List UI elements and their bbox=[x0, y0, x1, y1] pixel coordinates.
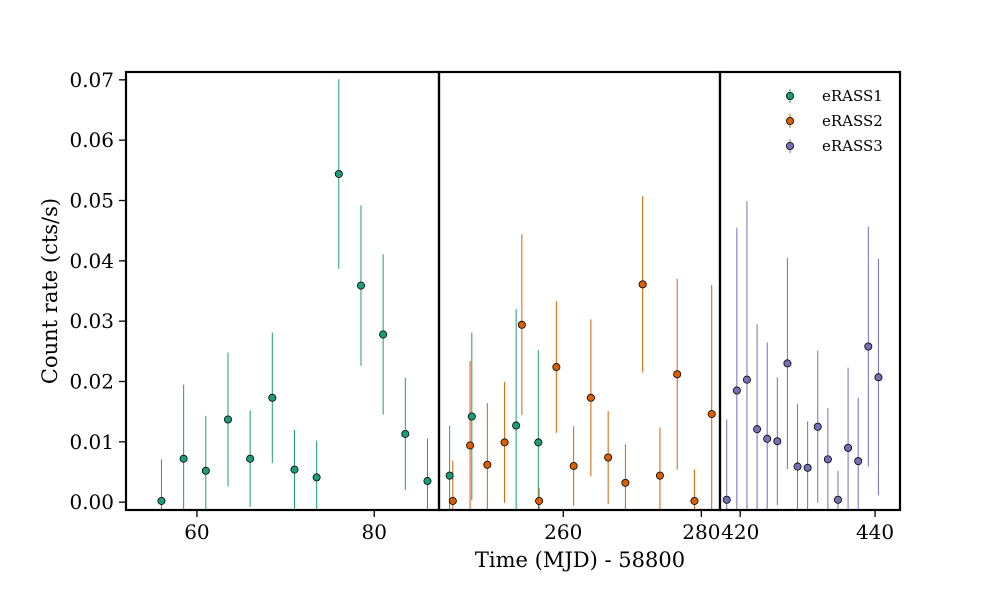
point-eRASS1 bbox=[290, 465, 299, 474]
point-eRASS3 bbox=[864, 342, 873, 351]
panel-frames bbox=[124, 70, 902, 512]
point-eRASS1 bbox=[356, 281, 365, 290]
point-eRASS1 bbox=[179, 454, 188, 463]
point-eRASS1 bbox=[445, 471, 454, 480]
point-eRASS1 bbox=[201, 466, 210, 475]
y-tick-label: 0.07 bbox=[69, 68, 114, 92]
point-eRASS1 bbox=[223, 415, 232, 424]
point-eRASS3 bbox=[844, 443, 853, 452]
tick-layer bbox=[119, 79, 876, 517]
point-eRASS1 bbox=[334, 169, 343, 178]
x-tick-label: 80 bbox=[362, 520, 387, 544]
point-eRASS1 bbox=[534, 438, 543, 447]
point-eRASS3 bbox=[773, 437, 782, 446]
y-tick-label: 0.01 bbox=[69, 430, 114, 454]
point-eRASS1 bbox=[312, 473, 321, 482]
point-eRASS1 bbox=[423, 477, 432, 486]
point-eRASS3 bbox=[742, 375, 751, 384]
point-eRASS2 bbox=[586, 393, 595, 402]
y-tick-label: 0.03 bbox=[69, 309, 114, 333]
x-tick-label: 60 bbox=[184, 520, 209, 544]
legend-label-eRASS2: eRASS2 bbox=[822, 112, 883, 130]
point-eRASS2 bbox=[448, 496, 457, 505]
y-axis-label: Count rate (cts/s) bbox=[38, 198, 62, 384]
x-tick-label: 260 bbox=[544, 520, 582, 544]
point-eRASS2 bbox=[690, 496, 699, 505]
legend: eRASS1 eRASS2 eRASS3 bbox=[786, 87, 883, 155]
point-eRASS3 bbox=[833, 495, 842, 504]
point-eRASS2 bbox=[552, 363, 561, 372]
tick-label-layer: 0.00 0.01 0.02 0.03 0.04 0.05 0.06 0.07 60 80 260 2… bbox=[69, 68, 894, 544]
point-eRASS3 bbox=[813, 422, 822, 431]
point-eRASS2 bbox=[673, 370, 682, 379]
legend-label-eRASS3: eRASS3 bbox=[822, 137, 883, 155]
point-eRASS3 bbox=[823, 455, 832, 464]
y-tick-label: 0.05 bbox=[69, 189, 114, 213]
y-tick-label: 0.06 bbox=[69, 128, 114, 152]
point-eRASS2 bbox=[500, 438, 509, 447]
x-tick-label: 280 bbox=[682, 520, 720, 544]
point-eRASS3 bbox=[783, 359, 792, 368]
point-eRASS2 bbox=[638, 280, 647, 289]
x-tick-label: 440 bbox=[856, 520, 894, 544]
point-eRASS3 bbox=[803, 463, 812, 472]
point-eRASS1 bbox=[379, 330, 388, 339]
point-eRASS3 bbox=[793, 462, 802, 471]
point-eRASS2 bbox=[517, 320, 526, 329]
legend-label-eRASS1: eRASS1 bbox=[822, 87, 883, 105]
point-eRASS1 bbox=[246, 454, 255, 463]
point-eRASS2 bbox=[707, 410, 716, 419]
point-layer bbox=[157, 169, 883, 505]
point-eRASS3 bbox=[763, 434, 772, 443]
point-eRASS2 bbox=[655, 471, 664, 480]
point-eRASS2 bbox=[621, 478, 630, 487]
point-eRASS3 bbox=[753, 425, 762, 434]
point-eRASS2 bbox=[483, 460, 492, 469]
point-eRASS1 bbox=[157, 496, 166, 505]
point-eRASS2 bbox=[466, 441, 475, 450]
point-eRASS3 bbox=[722, 495, 731, 504]
point-eRASS3 bbox=[732, 386, 741, 395]
panel-frame-3 bbox=[718, 70, 902, 512]
point-eRASS1 bbox=[512, 421, 521, 430]
point-eRASS3 bbox=[854, 457, 863, 466]
point-eRASS1 bbox=[467, 412, 476, 421]
y-tick-label: 0.04 bbox=[69, 249, 114, 273]
point-eRASS2 bbox=[569, 461, 578, 470]
x-axis-label: Time (MJD) - 58800 bbox=[475, 548, 685, 572]
legend-marker-eRASS1 bbox=[786, 92, 795, 101]
legend-marker-eRASS2 bbox=[786, 117, 795, 126]
point-eRASS2 bbox=[535, 496, 544, 505]
point-eRASS1 bbox=[401, 429, 410, 438]
point-eRASS1 bbox=[268, 393, 277, 402]
point-eRASS2 bbox=[604, 453, 613, 462]
y-tick-label: 0.00 bbox=[69, 490, 114, 514]
point-eRASS3 bbox=[874, 373, 883, 382]
legend-marker-eRASS3 bbox=[786, 141, 795, 150]
y-tick-label: 0.02 bbox=[69, 369, 114, 393]
x-tick-label: 420 bbox=[721, 520, 759, 544]
